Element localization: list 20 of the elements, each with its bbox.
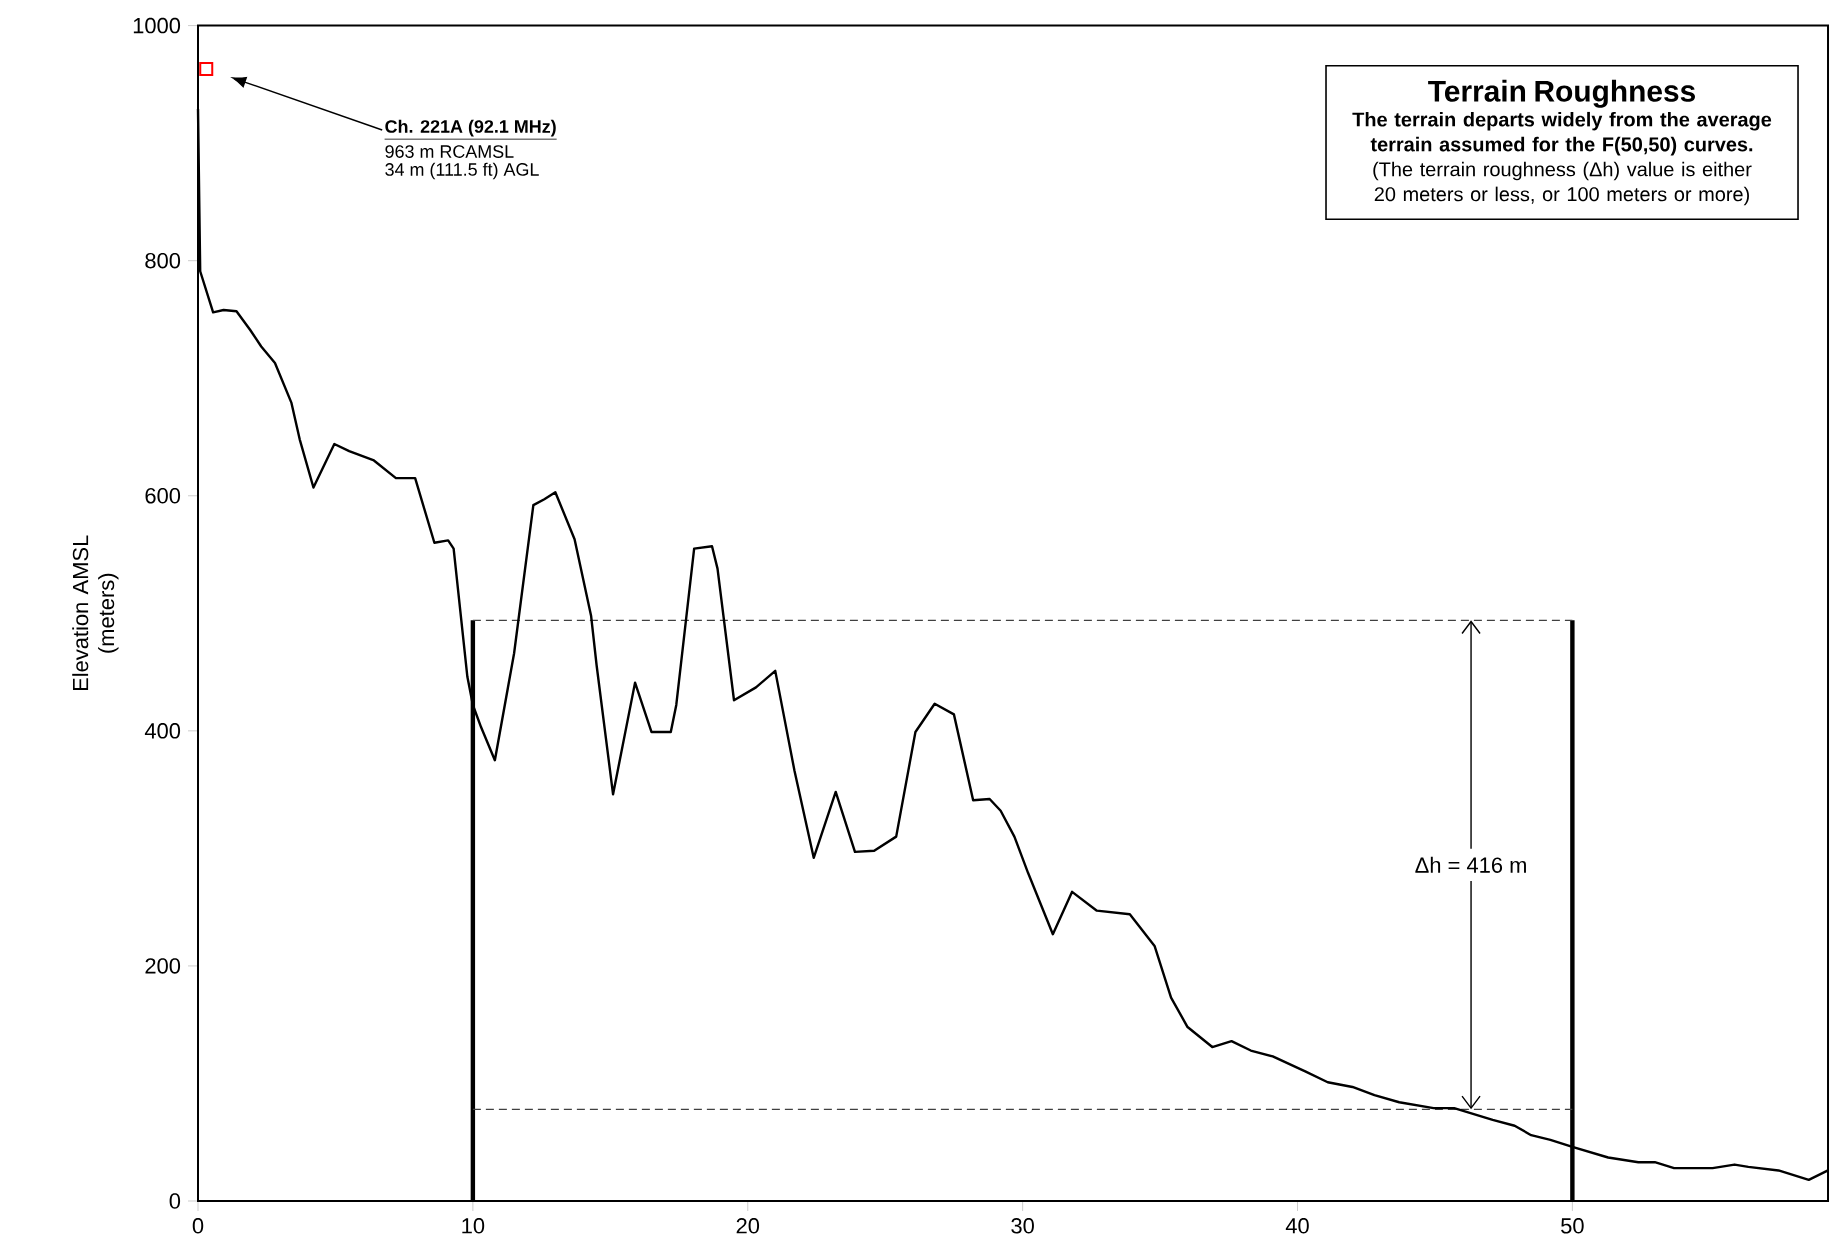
- y-tick-label: 800: [145, 252, 181, 269]
- y-tick-label: 400: [144, 723, 181, 739]
- y-axis-title: Elevation AMSL (meters): [72, 535, 119, 691]
- y-tick-label: 600: [145, 488, 181, 504]
- x-tick-label: 20: [736, 1218, 760, 1234]
- annotation: 34 m (111.5 ft) AGL: [385, 162, 539, 180]
- text: The terrain departs widely from the average terrain assumed for the F(50,50) curves.: [1352, 111, 1772, 156]
- text: Terrain Roughness: [1428, 79, 1695, 108]
- x-tick-label: 50: [1561, 1218, 1584, 1234]
- annotation: 963 m RCAMSL: [385, 145, 514, 158]
- x-tick-label: 40: [1285, 1218, 1309, 1234]
- x-tick-label: 10: [462, 1218, 485, 1234]
- y-tick-label: 0: [169, 1193, 181, 1209]
- x-tick-label: 30: [1011, 1218, 1034, 1234]
- y-tick-label: 1000: [133, 17, 181, 34]
- annotation: (The terrain roughness (Δh) value is either 20 meters or less, or 100 meters or more): [1373, 161, 1752, 206]
- y-tick-label: 200: [145, 958, 181, 974]
- annotation: Ch. 221A (92.1 MHz): [385, 119, 556, 137]
- annotation: Δh = 416 m: [1415, 856, 1526, 873]
- x-tick-label: 0: [192, 1218, 204, 1234]
